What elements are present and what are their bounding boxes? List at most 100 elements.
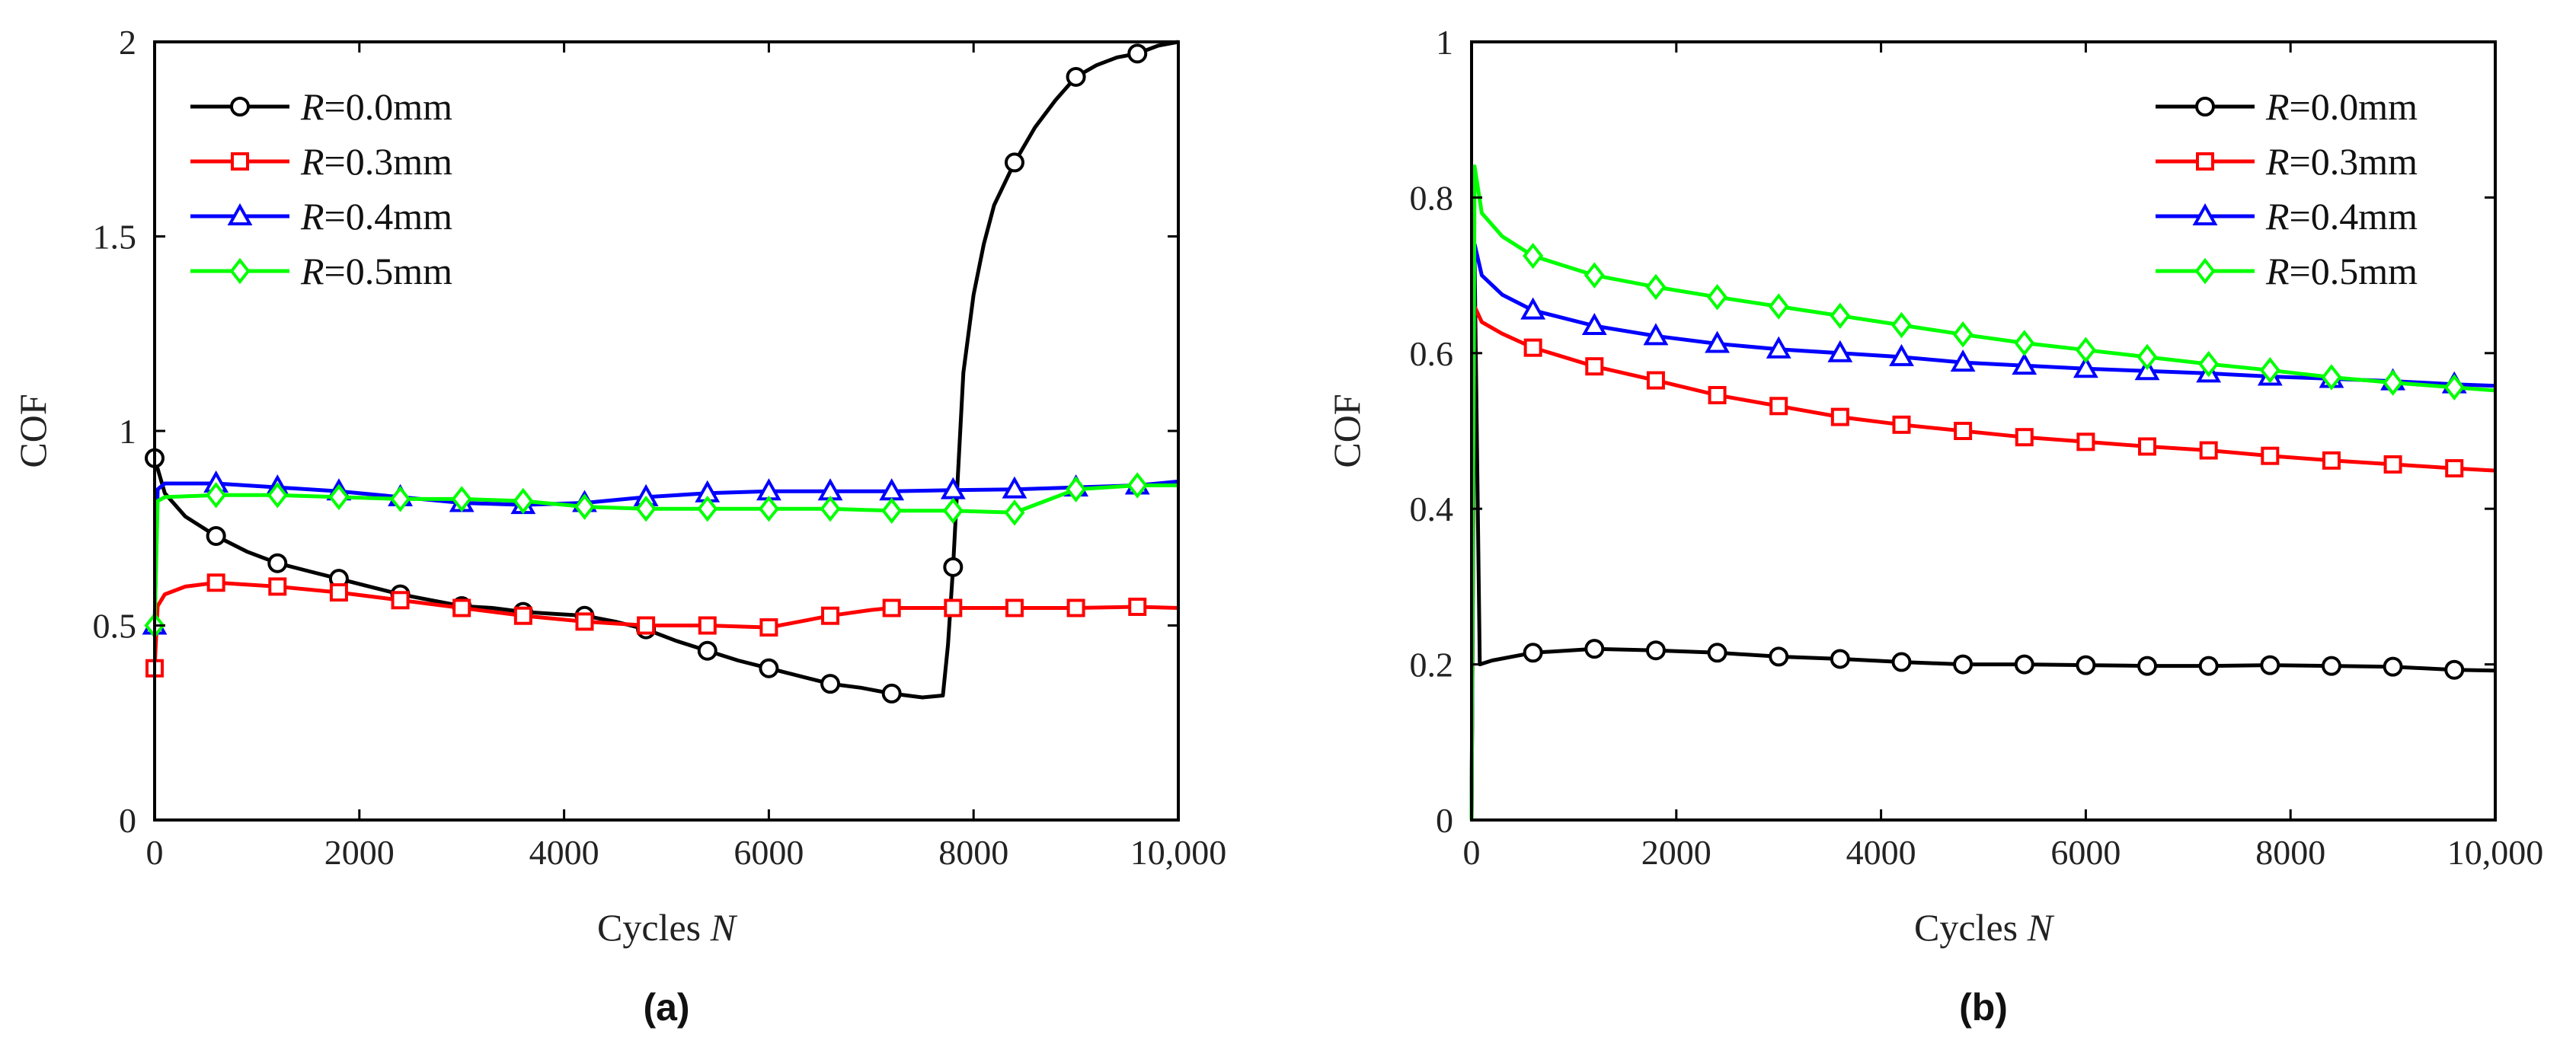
marker-a-1-12 — [882, 598, 901, 617]
marker-a-0-13 — [943, 557, 964, 577]
marker-b-3-8 — [2014, 330, 2035, 356]
marker-a-1-6 — [513, 606, 532, 625]
marker-b-1-12 — [2261, 446, 2280, 465]
x-tick-label-b-5: 10,000 — [2447, 833, 2544, 872]
x-tick-label-a-1: 2000 — [324, 833, 395, 872]
marker-b-1-7 — [1954, 422, 1973, 440]
marker-a-0-16 — [1127, 43, 1148, 64]
x-axis-label-var-a: N — [710, 906, 738, 949]
legend-label-var-b-2: R — [2265, 195, 2290, 238]
series-line-a-2 — [152, 479, 1179, 626]
y-tick-label-b-4: 0.8 — [1410, 178, 1454, 217]
marker-b-2-3 — [1705, 330, 1730, 353]
panel-caption-b: (b) — [1959, 986, 2008, 1029]
marker-b-3-3 — [1707, 283, 1728, 311]
marker-a-3-10 — [758, 495, 779, 522]
series-line-b-1 — [1469, 305, 2496, 821]
marker-a-1-3 — [329, 583, 348, 602]
marker-b-2-2 — [1643, 323, 1669, 346]
legend-label-var-b-3: R — [2265, 250, 2290, 292]
marker-a-3-9 — [697, 495, 718, 522]
legend-label-text-a-2: =0.4mm — [324, 195, 453, 238]
legend-label-a-2: R=0.4mm — [300, 195, 452, 238]
marker-a-0-15 — [1066, 66, 1086, 87]
marker-b-3-5 — [1830, 302, 1851, 329]
legend-label-text-a-3: =0.5mm — [324, 250, 453, 292]
marker-b-3-6 — [1890, 311, 1913, 339]
marker-b-1-5 — [1830, 407, 1849, 426]
marker-a-1-13 — [944, 598, 963, 617]
marker-b-1-2 — [1646, 371, 1665, 390]
marker-a-1-5 — [452, 598, 471, 617]
chart-panel-b: 0 2000 4000 6000 8000 10,000 0 0.2 0.4 0.6 0.8 1 CO… — [1325, 23, 2543, 1029]
y-tick-label-a-2: 1 — [119, 412, 136, 451]
legend-label-text-b-1: =0.3mm — [2290, 140, 2418, 183]
legend-marker-b-0 — [2195, 97, 2215, 116]
marker-b-1-1 — [1585, 357, 1604, 376]
marker-b-3-0 — [1523, 242, 1544, 270]
marker-b-0-0 — [1523, 643, 1543, 663]
marker-a-3-8 — [635, 495, 657, 522]
marker-b-3-7 — [1952, 321, 1974, 348]
marker-a-1-9 — [698, 616, 717, 635]
marker-a-0-2 — [267, 553, 288, 573]
legend-marker-a-2 — [227, 203, 253, 225]
y-tick-label-a-3: 1.5 — [93, 218, 137, 257]
marker-b-1-6 — [1892, 415, 1911, 434]
legend-marker-a-0 — [230, 97, 250, 116]
marker-b-3-1 — [1584, 262, 1605, 289]
legend-marker-b-2 — [2192, 203, 2218, 225]
marker-b-2-0 — [1520, 297, 1546, 320]
marker-b-1-13 — [2322, 451, 2341, 470]
marker-b-0-6 — [1891, 652, 1912, 672]
plot-area-b — [1469, 164, 2496, 821]
legend-marker-b-3 — [2194, 257, 2216, 285]
legend-label-b-0: R=0.0mm — [2265, 85, 2418, 128]
marker-a-1-1 — [206, 573, 225, 592]
marker-b-3-2 — [1645, 273, 1667, 301]
marker-b-1-11 — [2199, 441, 2218, 460]
marker-b-0-4 — [1769, 646, 1789, 667]
marker-b-3-14 — [2383, 369, 2404, 396]
marker-b-1-10 — [2138, 437, 2157, 456]
marker-b-3-9 — [2075, 337, 2096, 363]
y-tick-label-b-2: 0.4 — [1410, 490, 1454, 528]
marker-b-0-9 — [2076, 655, 2096, 675]
y-tick-label-b-1: 0.2 — [1410, 646, 1454, 684]
legend-label-var-a-2: R — [300, 195, 324, 238]
marker-a-3-16 — [1127, 472, 1148, 499]
marker-a-3-5 — [451, 486, 472, 512]
legend-marker-a-1 — [231, 152, 249, 171]
marker-a-1-2 — [268, 577, 287, 596]
marker-b-1-3 — [1708, 385, 1727, 404]
marker-b-3-10 — [2137, 343, 2158, 371]
legend-label-b-1: R=0.3mm — [2265, 140, 2418, 183]
marker-b-0-7 — [1953, 654, 1974, 675]
chart-panel-a: 0 2000 4000 6000 8000 10,000 0 0.5 1 1.5 2 COF Cyc… — [11, 23, 1226, 1029]
marker-a-0-10 — [759, 658, 779, 678]
y-axis-label-a: COF — [11, 394, 54, 467]
legend-label-text-a-1: =0.3mm — [324, 140, 453, 183]
legend-label-var-b-0: R — [2265, 85, 2290, 128]
marker-a-3-7 — [574, 493, 596, 520]
legend-label-b-2: R=0.4mm — [2265, 195, 2418, 238]
x-axis-label-var-b: N — [2027, 906, 2055, 949]
marker-a-1-11 — [821, 606, 840, 625]
marker-a-0-1 — [206, 525, 226, 546]
marker-b-1-0 — [1523, 338, 1542, 357]
y-tick-label-a-4: 2 — [119, 23, 136, 62]
marker-a-3-15 — [1066, 476, 1087, 503]
marker-b-2-6 — [1889, 343, 1914, 366]
marker-b-1-14 — [2383, 455, 2402, 474]
x-axis-label-text-a: Cycles — [597, 906, 701, 949]
x-axis-label-text-b: Cycles — [1914, 906, 2018, 949]
x-tick-label-a-3: 6000 — [733, 833, 804, 872]
plot-area-a — [142, 40, 1179, 704]
marker-b-3-13 — [2321, 364, 2342, 391]
legend-label-var-a-3: R — [300, 250, 324, 292]
legend-label-a-3: R=0.5mm — [300, 250, 452, 292]
marker-b-0-11 — [2198, 656, 2219, 676]
